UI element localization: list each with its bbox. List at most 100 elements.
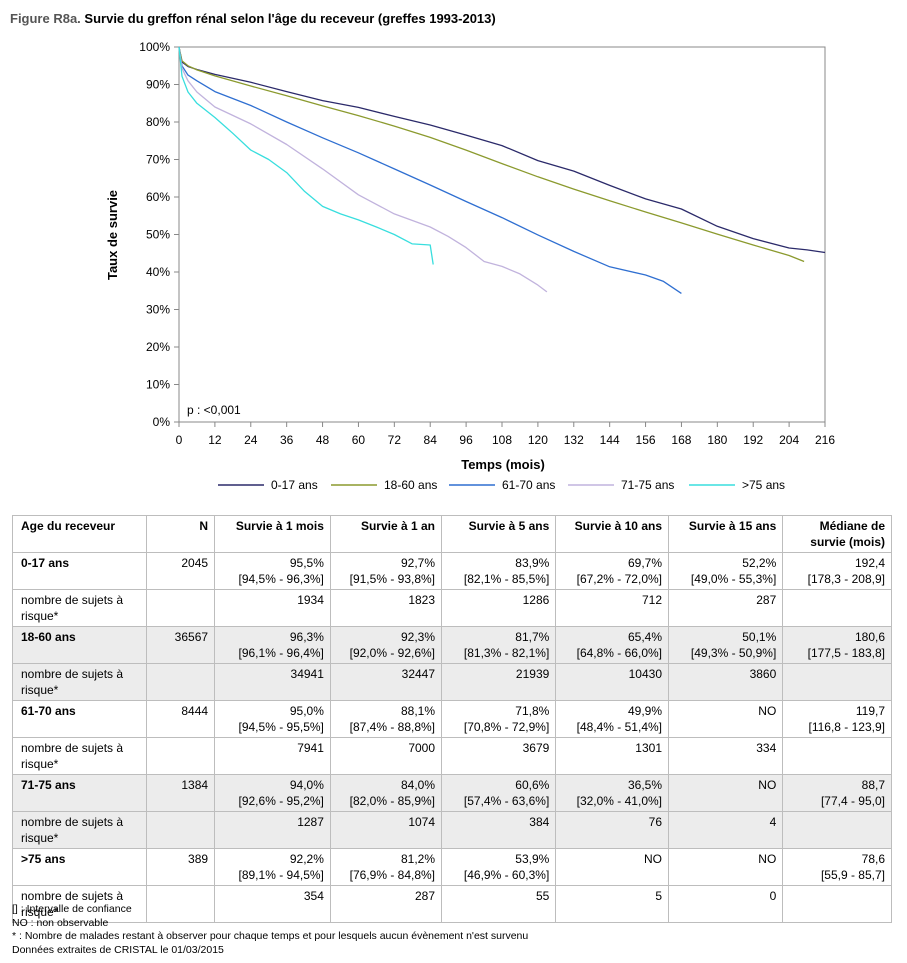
- confidence-interval: [92,6% - 95,2%]: [238, 794, 324, 808]
- survival-cell: 192,4 [178,3 - 208,9]: [782, 552, 892, 590]
- y-tick-label: 70%: [146, 153, 170, 167]
- risk-count: 1074: [329, 811, 443, 849]
- survival-cell: 69,7% [67,2% - 72,0%]: [555, 552, 669, 590]
- survival-cell: 50,1% [49,3% - 50,9%]: [667, 626, 784, 664]
- confidence-interval: [49,0% - 55,3%]: [690, 572, 777, 586]
- survival-cell: NO: [555, 848, 669, 886]
- survival-cell: 83,9% [82,1% - 85,5%]: [441, 552, 557, 590]
- risk-count: 1287: [214, 811, 331, 849]
- risk-label: nombre de sujets à risque*: [11, 737, 148, 775]
- confidence-interval: [46,9% - 60,3%]: [463, 868, 550, 882]
- series-line-4: [178, 46, 434, 265]
- risk-label: nombre de sujets à risque*: [11, 811, 148, 849]
- column-header: Survie à 15 ans: [667, 515, 784, 553]
- confidence-interval: [89,1% - 94,5%]: [238, 868, 324, 882]
- risk-count: 287: [667, 589, 784, 627]
- series-line-2: [178, 46, 682, 294]
- survival-cell: 88,1% [87,4% - 88,8%]: [329, 700, 443, 738]
- survival-cell: 96,3% [96,1% - 96,4%]: [214, 626, 331, 664]
- risk-count: [782, 811, 892, 849]
- survival-cell: 92,2% [89,1% - 94,5%]: [214, 848, 331, 886]
- y-tick-label: 40%: [146, 265, 170, 279]
- risk-count: 1286: [441, 589, 557, 627]
- survival-cell: 81,7% [81,3% - 82,1%]: [441, 626, 557, 664]
- survival-value: 53,9%: [515, 852, 550, 866]
- survival-value: 81,7%: [515, 630, 550, 644]
- survival-value: 71,8%: [515, 704, 550, 718]
- survival-value: 81,2%: [400, 852, 436, 866]
- confidence-interval: [96,1% - 96,4%]: [238, 646, 324, 660]
- confidence-interval: [55,9 - 85,7]: [820, 868, 885, 882]
- risk-count: 712: [555, 589, 669, 627]
- survival-value: 119,7: [855, 704, 885, 718]
- survival-cell: 81,2% [76,9% - 84,8%]: [329, 848, 443, 886]
- survival-value: 92,2%: [289, 852, 324, 866]
- n-cell: 1384: [146, 774, 216, 812]
- survival-cell: 49,9% [48,4% - 51,4%]: [555, 700, 669, 738]
- y-tick-label: 20%: [146, 340, 170, 354]
- confidence-interval: [82,0% - 85,9%]: [349, 794, 436, 808]
- empty-cell: [146, 811, 216, 849]
- risk-count: 1823: [329, 589, 443, 627]
- risk-count: 10430: [555, 663, 669, 701]
- confidence-interval: [81,3% - 82,1%]: [463, 646, 550, 660]
- risk-count: 34941: [214, 663, 331, 701]
- empty-cell: [146, 589, 216, 627]
- risk-count: 32447: [329, 663, 443, 701]
- confidence-interval: [92,0% - 92,6%]: [349, 646, 436, 660]
- table-row: nombre de sujets à risque* 7941 7000 3679 13…: [11, 737, 892, 775]
- y-tick-label: 30%: [146, 303, 170, 317]
- x-tick-label: 192: [743, 433, 763, 447]
- survival-cell: 60,6% [57,4% - 63,6%]: [441, 774, 557, 812]
- risk-count: 0: [667, 885, 784, 923]
- survival-value: 69,7%: [627, 556, 662, 570]
- survival-value: 83,9%: [515, 556, 550, 570]
- survival-value: 78,6: [861, 852, 885, 866]
- figure-label: Figure R8a.: [10, 11, 81, 26]
- risk-count: 76: [555, 811, 669, 849]
- x-tick-label: 180: [707, 433, 727, 447]
- n-cell: 8444: [146, 700, 216, 738]
- series-line-0: [178, 46, 826, 254]
- survival-value: 50,1%: [742, 630, 777, 644]
- table-row: 61-70 ans 8444 95,0% [94,5% - 95,5%] 88,1% [8…: [11, 700, 892, 738]
- x-tick-label: 12: [208, 433, 222, 447]
- risk-label: nombre de sujets à risque*: [11, 589, 148, 627]
- column-header: Survie à 1 mois: [214, 515, 331, 553]
- footnote-line: Données extraites de CRISTAL le 01/03/20…: [12, 943, 224, 956]
- table-row: >75 ans 389 92,2% [89,1% - 94,5%] 81,2% [76,9…: [11, 848, 892, 886]
- survival-cell: 52,2% [49,0% - 55,3%]: [667, 552, 784, 590]
- legend-label: 71-75 ans: [621, 478, 674, 492]
- column-header: Age du receveur: [11, 515, 148, 553]
- confidence-interval: [178,3 - 208,9]: [807, 572, 885, 586]
- confidence-interval: [87,4% - 88,8%]: [349, 720, 436, 734]
- p-value-annotation: p : <0,001: [187, 403, 241, 417]
- x-tick-label: 0: [176, 433, 183, 447]
- survival-table: Age du receveur N Survie à 1 mois Survie à …: [11, 515, 892, 923]
- legend-label: >75 ans: [742, 478, 785, 492]
- n-cell: 389: [146, 848, 216, 886]
- survival-cell: 65,4% [64,8% - 66,0%]: [555, 626, 669, 664]
- survival-value: 94,0%: [289, 778, 324, 792]
- series-line-1: [178, 46, 805, 263]
- survival-value: NO: [758, 778, 777, 792]
- survival-cell: 88,7 [77,4 - 95,0]: [782, 774, 892, 812]
- x-tick-label: 36: [280, 433, 294, 447]
- survival-cell: NO: [667, 700, 784, 738]
- risk-count: 21939: [441, 663, 557, 701]
- legend-label: 0-17 ans: [271, 478, 318, 492]
- risk-count: 1301: [555, 737, 669, 775]
- column-header: Survie à 1 an: [329, 515, 443, 553]
- survival-value: NO: [758, 852, 777, 866]
- y-tick-label: 10%: [146, 378, 170, 392]
- x-tick-label: 24: [244, 433, 258, 447]
- confidence-interval: [49,3% - 50,9%]: [690, 646, 777, 660]
- survival-value: 92,7%: [400, 556, 436, 570]
- age-group-label: 18-60 ans: [11, 626, 148, 664]
- confidence-interval: [32,0% - 41,0%]: [576, 794, 662, 808]
- survival-cell: 119,7 [116,8 - 123,9]: [782, 700, 892, 738]
- column-header: N: [146, 515, 216, 553]
- survival-value: NO: [758, 704, 777, 718]
- survival-cell: 84,0% [82,0% - 85,9%]: [329, 774, 443, 812]
- confidence-interval: [76,9% - 84,8%]: [349, 868, 436, 882]
